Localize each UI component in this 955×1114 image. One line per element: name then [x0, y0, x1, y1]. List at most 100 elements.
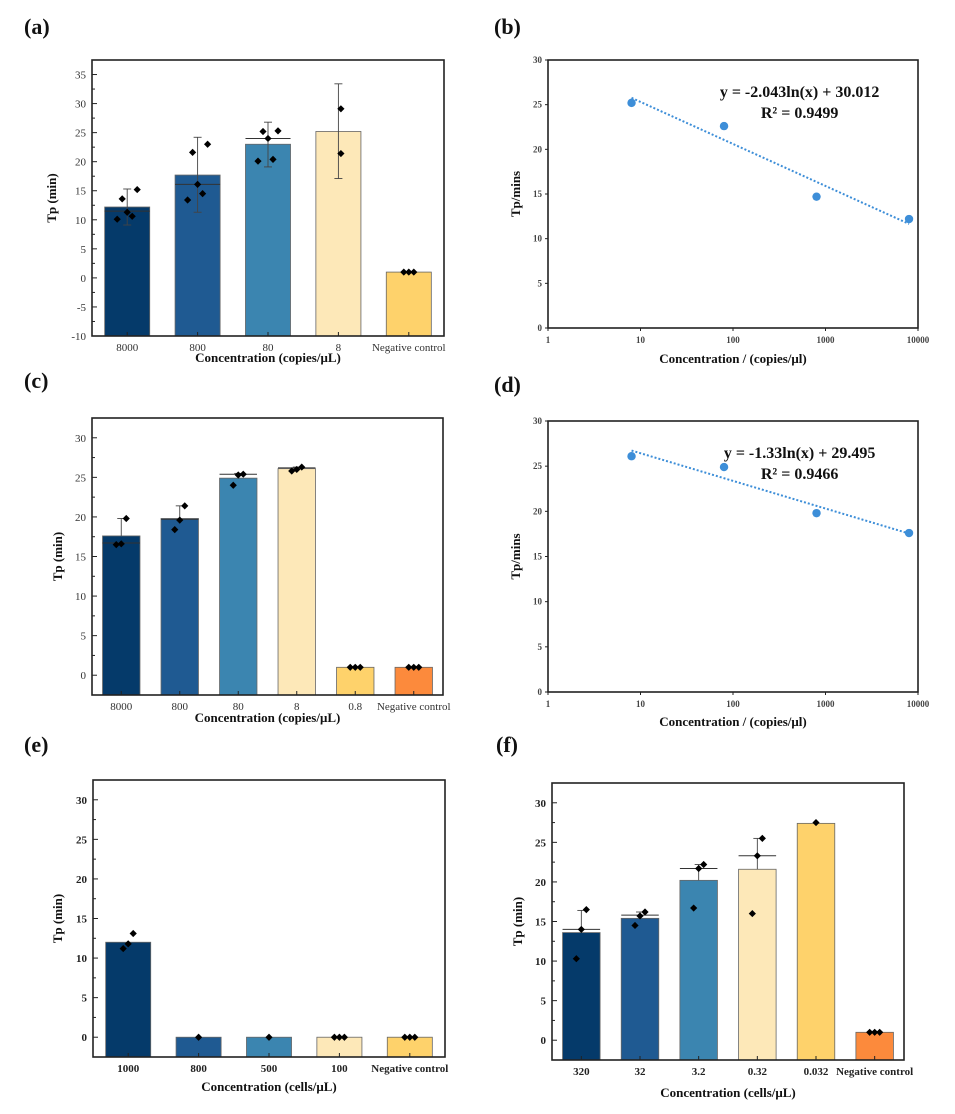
data-point-f-0-0 [582, 906, 590, 914]
plot-frame-a [91, 59, 445, 337]
y-tick-label-a-8: 30 [75, 99, 87, 111]
plot-frame-d [547, 420, 919, 693]
data-point-d-2 [812, 508, 821, 518]
data-point-a-1-0 [204, 140, 212, 148]
x-axis-label-e: Concentration (cells/μL) [201, 1079, 337, 1094]
data-point-f-0-2 [572, 955, 580, 963]
x-tick-label-e-3: 100 [331, 1063, 348, 1075]
y-tick-label-d-1: 5 [538, 642, 543, 652]
data-point-f-3-2 [748, 909, 756, 918]
data-point-a-2-0 [274, 127, 282, 135]
y-tick-label-e-0: 0 [82, 1032, 88, 1044]
data-point-f-2-1 [695, 864, 703, 873]
chart-d: 1 10 100 1000 10000 0 5 10 15 20 25 30 y = -1.33ln(x… [508, 416, 930, 729]
data-point-c-4-1 [351, 663, 359, 671]
x-axis-label-c: Concentration (copies/μL) [195, 710, 341, 725]
bar-f-5 [855, 1031, 894, 1061]
data-point-f-5-1 [871, 1028, 879, 1036]
data-point-c-0-1 [117, 540, 125, 548]
y-tick-label-e-2: 10 [76, 953, 88, 965]
y-axis-label-e: Tp (min) [50, 894, 65, 943]
y-tick-label-a-2: 0 [81, 273, 87, 285]
y-tick-label-a-9: 35 [75, 70, 87, 82]
x-tick-label-a-1: 800 [189, 342, 206, 354]
y-tick-label-b-3: 15 [533, 189, 543, 199]
bar-c-1 [160, 518, 199, 696]
y-tick-label-b-2: 10 [533, 234, 543, 244]
chart-a: 8000 800 80 8 Negative control -10 -5 0 5 10 15 20 2… [44, 59, 446, 365]
data-point-a-0-2 [123, 208, 131, 216]
y-tick-label-b-5: 25 [533, 100, 543, 110]
data-point-c-1-2 [171, 525, 179, 534]
x-tick-label-d-3: 1000 [817, 699, 836, 709]
chart-f: 320 32 3.2 0.32 0.032 Negative control 0 5 10 15 2… [510, 782, 913, 1100]
trendline-equation-d: y = -1.33ln(x) + 29.495 [724, 445, 876, 462]
y-tick-label-d-3: 15 [533, 552, 543, 562]
data-point-c-3-2 [288, 467, 296, 475]
y-tick-label-a-3: 5 [81, 244, 87, 256]
y-tick-label-f-5: 25 [535, 837, 547, 849]
x-tick-label-f-2: 3.2 [692, 1066, 706, 1078]
data-point-c-2-2 [229, 481, 237, 489]
r-squared-b: R² = 0.9499 [761, 105, 838, 122]
x-axis-label-b: Concentration / (copies/μl) [659, 351, 806, 366]
y-tick-label-e-3: 15 [76, 914, 88, 926]
y-tick-label-c-0: 0 [81, 670, 87, 682]
x-tick-label-f-0: 320 [573, 1066, 590, 1078]
data-point-b-0 [627, 98, 636, 108]
data-point-a-3-0 [337, 105, 345, 113]
panel-label-e: (e) [24, 732, 48, 757]
x-tick-label-d-1: 10 [636, 699, 646, 709]
x-tick-label-d-4: 10000 [907, 699, 930, 709]
y-tick-label-d-6: 30 [533, 416, 543, 426]
x-tick-label-f-3: 0.32 [748, 1066, 768, 1078]
data-point-a-0-1 [118, 195, 126, 203]
bar-f-0 [562, 932, 601, 1061]
data-point-e-3-1 [335, 1033, 343, 1041]
data-point-e-1-0 [195, 1033, 203, 1041]
x-tick-label-e-4: Negative control [371, 1063, 448, 1075]
y-axis-label-b: Tp/mins [508, 171, 523, 217]
data-point-f-5-0 [876, 1028, 884, 1036]
y-tick-label-c-1: 5 [81, 631, 87, 643]
data-point-a-0-0 [133, 185, 141, 194]
data-point-c-1-1 [176, 516, 184, 524]
data-point-a-3-1 [337, 149, 345, 158]
x-axis-label-d: Concentration / (copies/μl) [659, 714, 806, 729]
y-tick-label-a-7: 25 [75, 128, 87, 140]
y-tick-label-e-1: 5 [82, 993, 88, 1005]
x-tick-label-e-2: 500 [261, 1063, 278, 1075]
bar-f-3 [738, 868, 777, 1061]
data-point-f-5-2 [866, 1028, 874, 1036]
bar-a-0 [104, 206, 151, 337]
x-tick-label-c-5: Negative control [377, 701, 451, 713]
x-tick-label-f-4: 0.032 [804, 1066, 829, 1078]
data-point-e-2-0 [265, 1033, 273, 1041]
data-point-f-2-2 [690, 904, 698, 912]
data-point-f-1-2 [631, 921, 639, 930]
x-tick-label-a-2: 80 [263, 342, 275, 354]
x-tick-label-c-0: 8000 [110, 701, 133, 713]
x-axis-label-a: Concentration (copies/μL) [195, 350, 341, 365]
data-point-d-3 [904, 528, 914, 538]
y-tick-label-c-4: 20 [75, 512, 87, 524]
bar-f-2 [679, 879, 718, 1061]
data-point-a-0-3 [128, 212, 136, 220]
y-tick-label-b-1: 5 [538, 278, 543, 288]
x-tick-label-b-3: 1000 [817, 335, 836, 345]
x-tick-label-c-3: 8 [294, 701, 300, 713]
data-point-a-2-2 [264, 134, 272, 143]
data-point-a-4-2 [400, 268, 408, 276]
x-tick-label-c-2: 80 [233, 701, 245, 713]
y-tick-label-e-5: 25 [76, 834, 88, 846]
data-point-c-5-1 [410, 663, 418, 671]
data-point-f-0-1 [577, 925, 585, 934]
x-tick-label-d-0: 1 [546, 699, 551, 709]
data-point-c-2-0 [239, 470, 247, 478]
data-point-c-4-2 [346, 663, 354, 671]
x-tick-label-c-4: 0.8 [348, 701, 362, 713]
data-point-f-1-1 [636, 912, 644, 920]
data-point-c-3-0 [298, 463, 306, 471]
x-tick-label-a-0: 8000 [116, 342, 139, 354]
